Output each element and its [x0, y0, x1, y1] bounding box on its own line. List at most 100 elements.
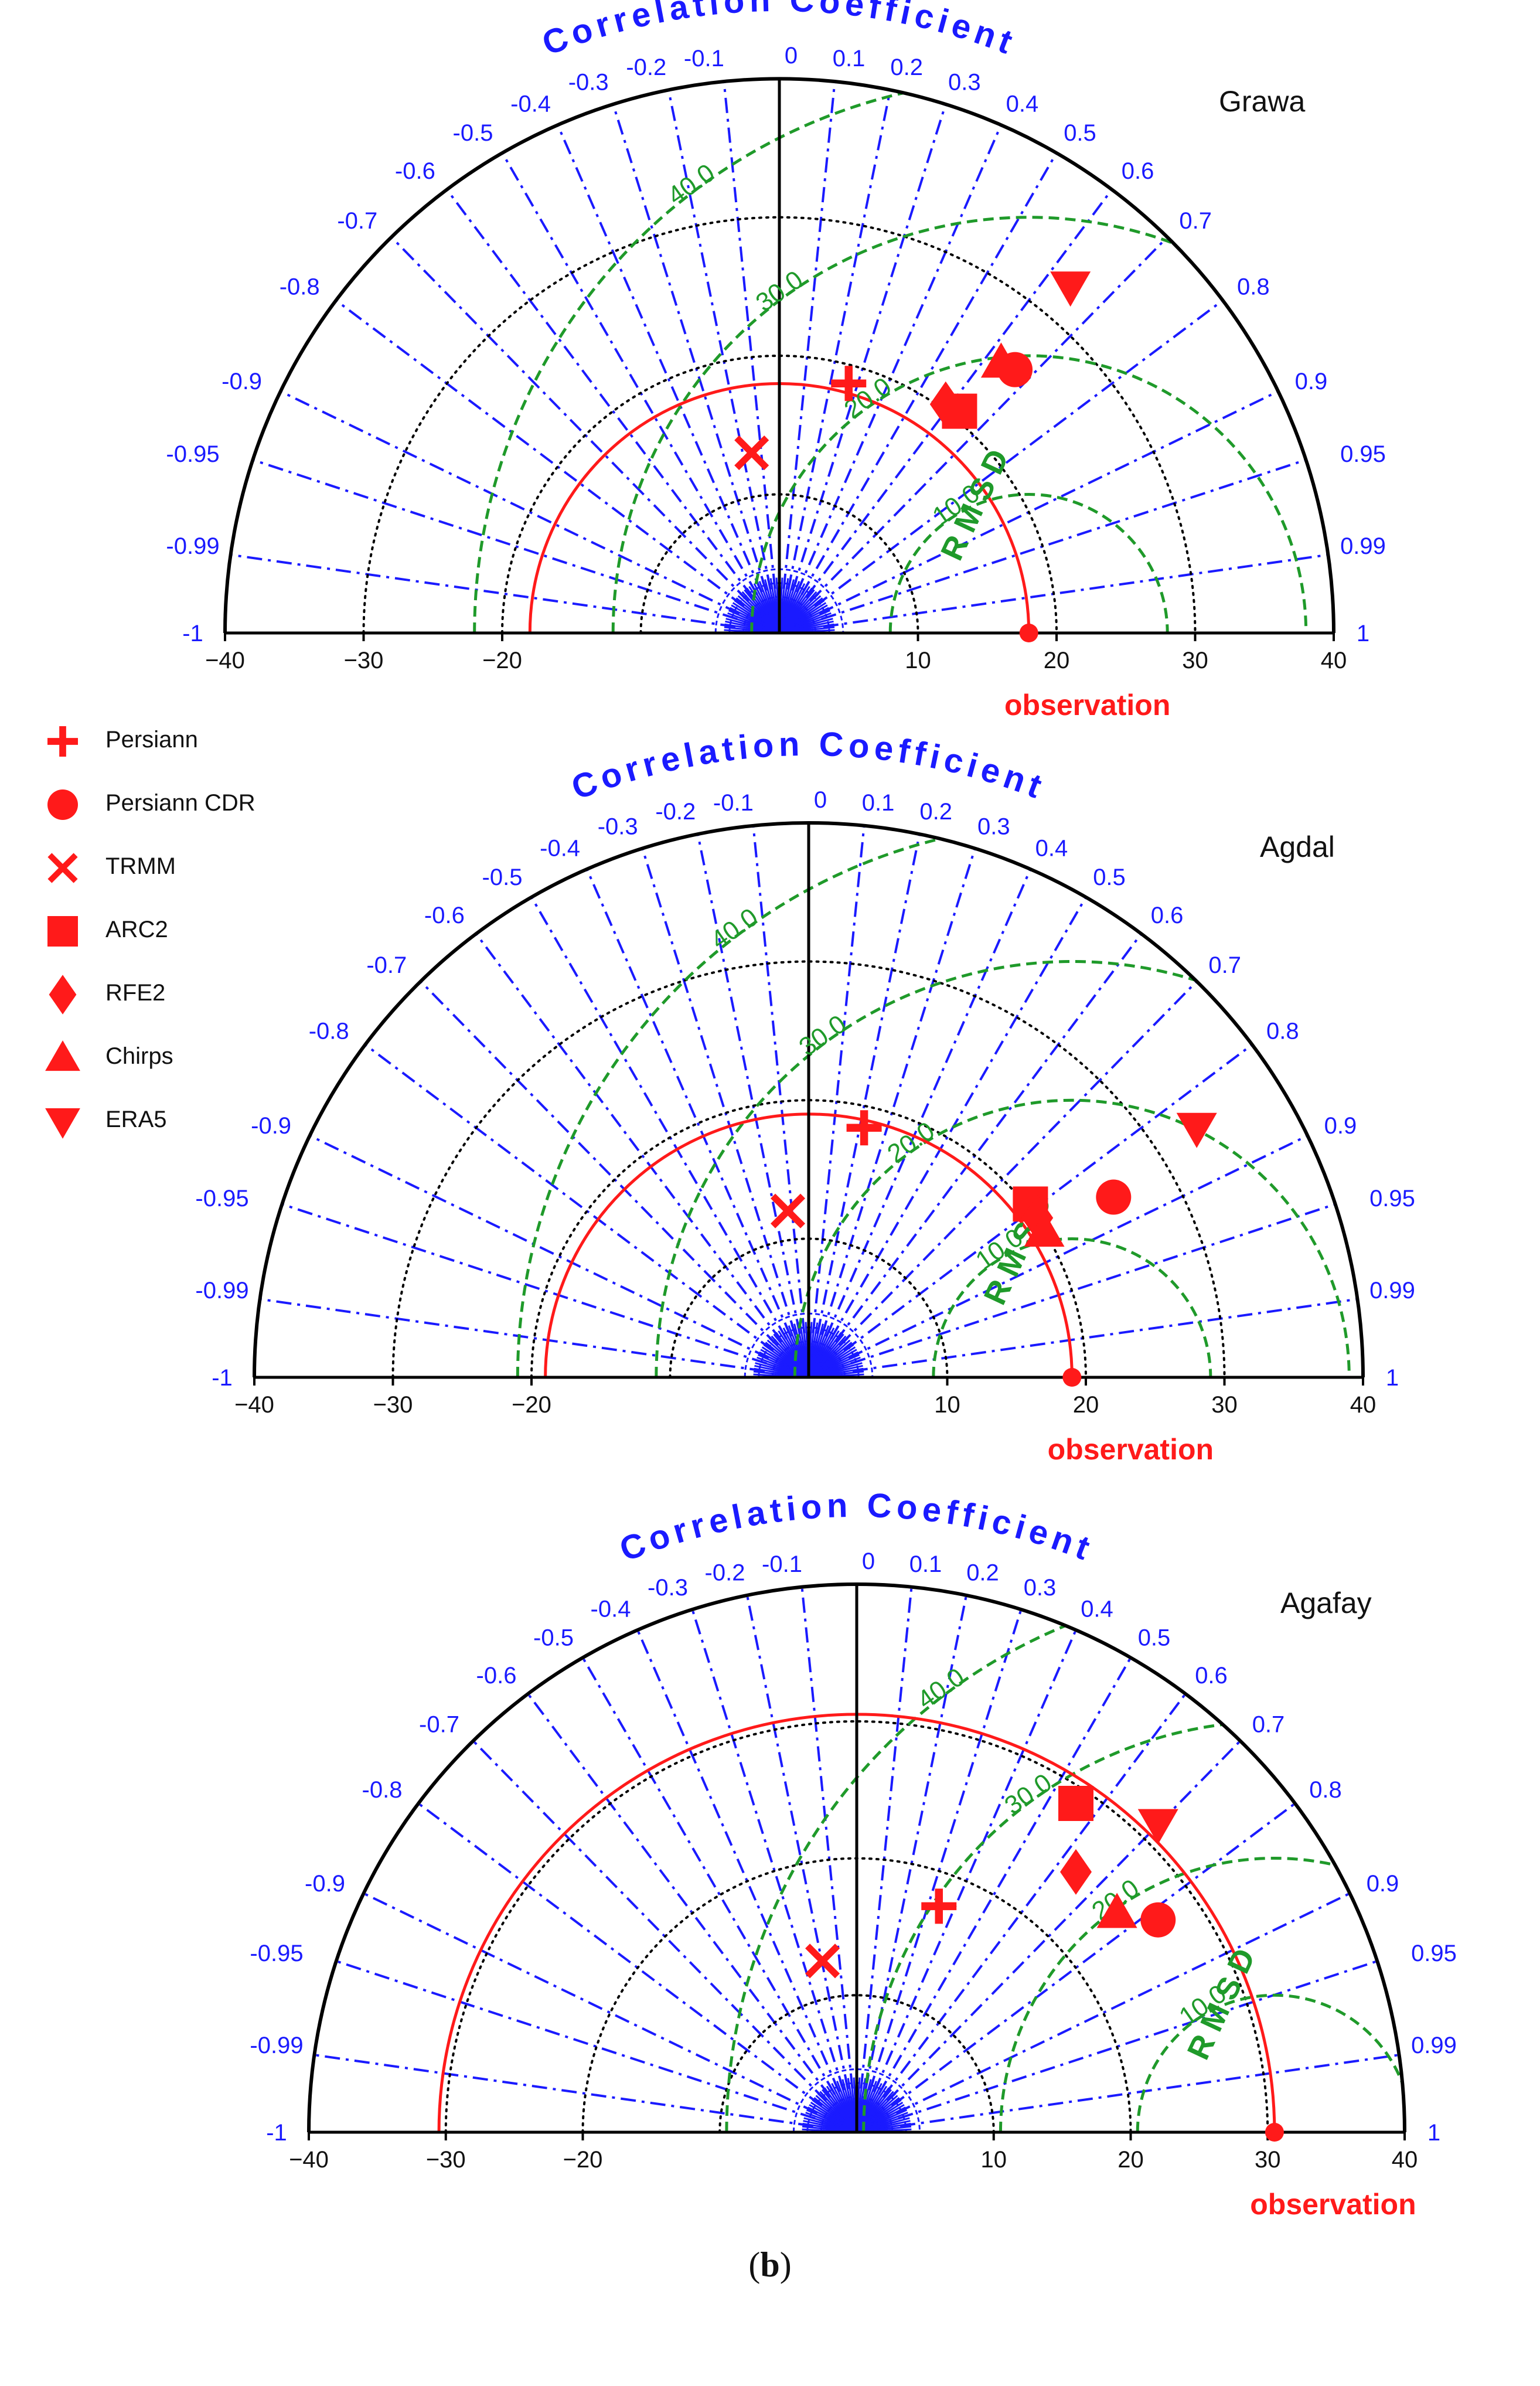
origin-ray	[760, 1349, 798, 1371]
correlation-tick-label: 0.6	[1195, 1663, 1228, 1689]
correlation-line	[636, 1629, 840, 2093]
correlation-line	[530, 896, 788, 1340]
correlation-tick-label: 0.9	[1295, 369, 1328, 394]
correlation-tick-label: 0.8	[1309, 1777, 1342, 1803]
correlation-tick-label: 0.2	[919, 799, 952, 825]
correlation-tick-label: 0.5	[1093, 864, 1126, 890]
origin-ray	[822, 1367, 864, 1376]
legend-label: ARC2	[105, 917, 168, 942]
origin-ray	[741, 591, 771, 624]
marker-persiann	[846, 1110, 882, 1146]
origin-ray	[724, 623, 766, 632]
origin-ray	[758, 581, 775, 621]
rmsd-contour-label: 20.0	[882, 1116, 939, 1168]
x-tick-label: 40	[1350, 1392, 1377, 1418]
origin-ray	[759, 1351, 797, 1372]
origin-ray	[792, 620, 834, 631]
plot-area	[230, 79, 1334, 634]
origin-ray	[771, 1335, 800, 1368]
origin-ray	[817, 1335, 847, 1368]
origin-ray	[757, 1356, 796, 1373]
origin-ray	[810, 1322, 819, 1364]
origin-ray	[866, 2095, 898, 2124]
legend-item-trmm: TRMM	[36, 847, 341, 889]
x-tick-label: 10	[981, 2147, 1007, 2173]
correlation-tick-label: -0.4	[510, 91, 551, 117]
correlation-tick-label: -0.1	[762, 1551, 802, 1577]
legend-marker-shape	[49, 975, 77, 1015]
origin-ray	[793, 623, 834, 632]
rmsd-contour	[888, 493, 1169, 634]
origin-ray	[748, 586, 773, 622]
origin-ray	[868, 2106, 906, 2127]
origin-ray	[863, 2084, 885, 2121]
observation-point	[1265, 2123, 1284, 2142]
rmsd-contour	[932, 1237, 1212, 1377]
correlation-tick-label: 0.3	[977, 814, 1010, 839]
origin-ray	[789, 595, 822, 625]
correlation-tick-label: 0.7	[1208, 952, 1241, 978]
rmsd-contour	[611, 216, 1334, 634]
correlation-tick-label: -0.95	[195, 1186, 248, 1211]
correlation-tick-label: -0.2	[655, 799, 696, 825]
legend-label: Persiann CDR	[105, 790, 255, 816]
origin-ray	[864, 2089, 892, 2122]
figure-caption: (b)	[748, 2245, 792, 2284]
correlation-tick-label: 0.1	[862, 790, 895, 816]
std-circle	[444, 1720, 1269, 2132]
x-tick-label: 40	[1392, 2147, 1418, 2173]
marker-persiann	[921, 1888, 957, 1924]
origin-ray	[786, 587, 813, 622]
origin-ray	[821, 2089, 849, 2122]
correlation-line	[791, 103, 947, 591]
correlation-axis-title: Correlation Coefficient	[537, 0, 1022, 63]
origin-ray	[836, 2081, 853, 2120]
data-point	[831, 366, 867, 401]
correlation-tick-label: 0.99	[1340, 533, 1386, 559]
origin-ray	[785, 1326, 804, 1366]
correlation-line	[864, 1595, 967, 2090]
origin-ray	[809, 1322, 816, 1364]
origin-ray	[862, 2083, 883, 2120]
correlation-line	[819, 390, 1279, 615]
origin-ray	[784, 581, 803, 621]
correlation-line	[641, 847, 797, 1336]
origin-ray	[857, 2077, 864, 2119]
origin-ray	[811, 1323, 824, 1364]
origin-ray	[792, 615, 833, 630]
origin-ray	[791, 602, 827, 627]
correlation-line	[860, 1587, 913, 2089]
origin-ray	[765, 1342, 799, 1370]
x-tick-label: 40	[1321, 648, 1347, 673]
correlation-tick-label: 0.5	[1138, 1625, 1171, 1651]
origin-ray	[791, 610, 831, 628]
correlation-line	[696, 833, 801, 1335]
origin-ray	[766, 1339, 799, 1369]
correlation-tick-label: -0.8	[362, 1777, 403, 1803]
origin-ray	[828, 2084, 851, 2121]
legend-item-persiann-cdr: Persiann CDR	[36, 784, 341, 825]
correlation-tick-label: -0.99	[250, 2033, 303, 2058]
origin-ray	[761, 1346, 798, 1371]
data-point	[805, 1943, 840, 1979]
correlation-line	[612, 103, 768, 591]
correlation-line	[886, 1740, 1241, 2102]
legend-item-persiann: Persiann	[36, 721, 341, 762]
correlation-tick-label: -0.1	[713, 790, 754, 816]
correlation-line	[723, 81, 776, 589]
origin-ray	[788, 591, 817, 624]
correlation-tick-label: -0.6	[476, 1663, 517, 1689]
origin-ray	[727, 612, 767, 629]
correlation-line	[364, 1043, 774, 1352]
correlation-tick-label: -0.95	[166, 441, 219, 467]
origin-ray	[788, 593, 819, 624]
correlation-tick-label: 1	[1427, 2120, 1440, 2146]
correlation-line	[900, 2054, 1399, 2128]
origin-ray	[787, 589, 815, 623]
correlation-line	[475, 932, 783, 1343]
correlation-line	[882, 1693, 1187, 2098]
correlation-tick-label: -1	[182, 621, 203, 646]
origin-ray	[867, 2096, 900, 2125]
origin-ray	[823, 2087, 850, 2122]
